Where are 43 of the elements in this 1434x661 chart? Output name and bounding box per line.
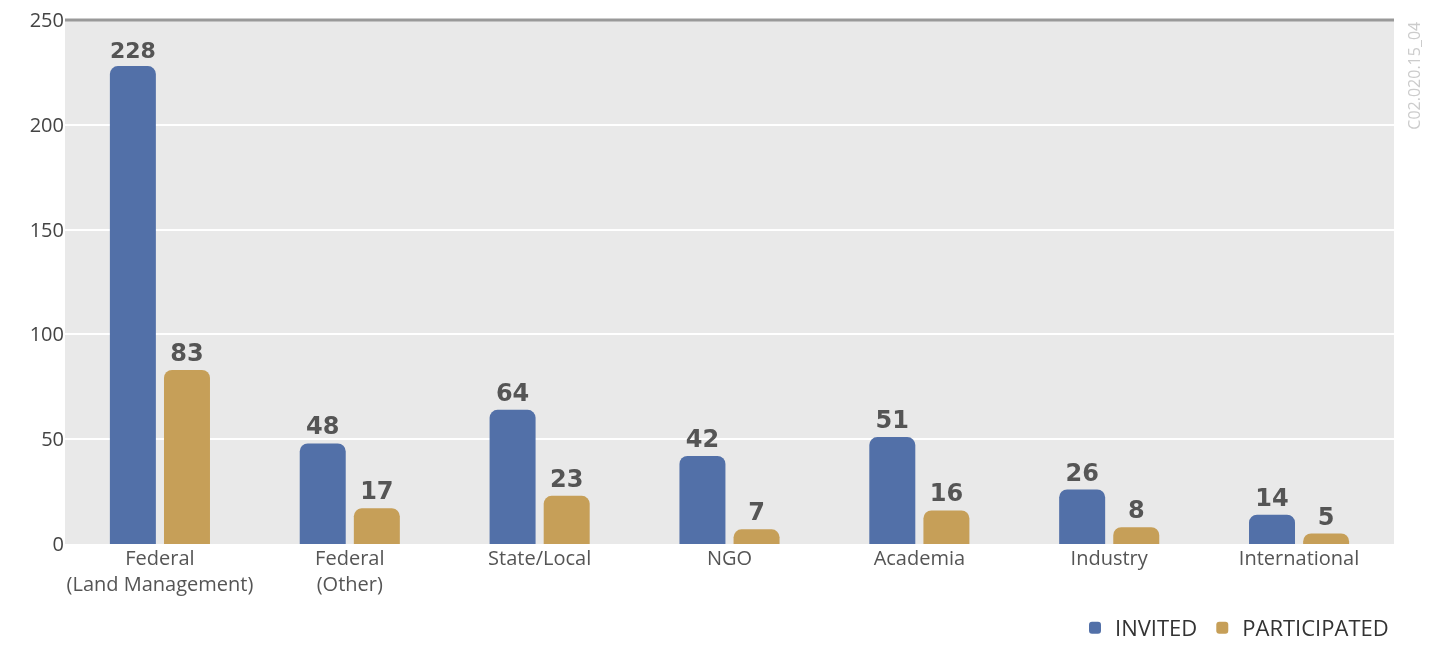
bar [679, 455, 726, 544]
x-tick-label: NGO [706, 544, 753, 571]
bar [1249, 514, 1296, 544]
bar [109, 66, 156, 544]
x-tick-label: International [1238, 544, 1360, 571]
bar [353, 508, 400, 544]
bar [299, 443, 346, 544]
y-tick-label: 250 [29, 6, 64, 33]
x-tick-label: Federal (Land Management) [66, 544, 254, 597]
bar [489, 409, 536, 544]
legend-label: INVITED [1115, 612, 1198, 643]
data-label: 17 [360, 477, 394, 506]
bar [543, 495, 590, 544]
data-label: 48 [306, 412, 340, 441]
y-tick-label: 150 [29, 215, 64, 243]
y-tick-label: 200 [29, 110, 64, 138]
data-label: 7 [748, 498, 765, 527]
y-tick-label: 50 [41, 425, 64, 453]
bar [869, 437, 916, 544]
x-tick-label: State/Local [488, 544, 592, 571]
data-label: 42 [685, 424, 720, 453]
y-tick-label: 100 [29, 320, 64, 348]
data-label: 228 [109, 37, 156, 63]
x-tick-label: Industry [1070, 544, 1149, 571]
y-tick-label: 0 [52, 530, 64, 557]
bar [1113, 527, 1160, 544]
data-label: 64 [495, 378, 530, 407]
data-label: 51 [875, 406, 910, 435]
data-label: 23 [549, 464, 584, 493]
x-tick-label: Federal (Other) [315, 544, 385, 597]
legend-label: PARTICIPATED [1242, 612, 1389, 643]
bar [1303, 533, 1350, 544]
bar [733, 529, 780, 544]
x-tick-label: Academia [873, 544, 966, 571]
data-label: 14 [1255, 483, 1289, 512]
data-label: 26 [1065, 458, 1099, 487]
data-label: 83 [170, 339, 204, 368]
data-label: 16 [929, 479, 964, 508]
data-label: 5 [1317, 502, 1335, 531]
bar [163, 370, 210, 544]
bar [923, 510, 970, 544]
bar [1059, 489, 1106, 544]
data-label: 8 [1127, 496, 1145, 525]
